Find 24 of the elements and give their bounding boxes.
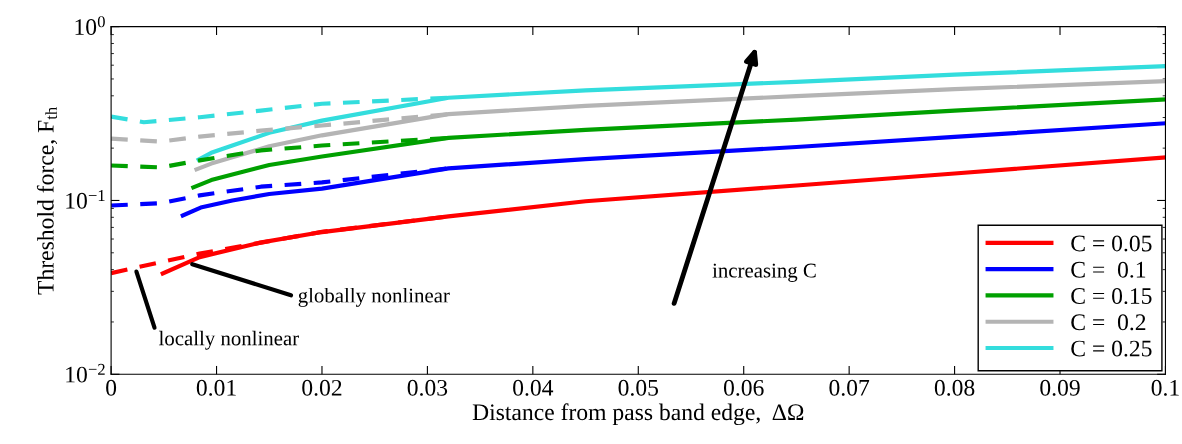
- x-tick-label: 0.02: [302, 379, 342, 396]
- x-tick-label: 0.08: [934, 379, 975, 396]
- x-tick-label: 0.1: [1151, 379, 1179, 396]
- x-tick-label: 0.03: [407, 379, 448, 396]
- x-tick-label: 0.01: [196, 379, 236, 396]
- y-tick-label: 10$^{−1}$: [66, 190, 105, 209]
- annotation: increasing C: [712, 263, 816, 282]
- annotation: globally nonlinear: [298, 287, 450, 307]
- x-tick-label: 0.06: [723, 379, 764, 396]
- x-tick-label: 0.05: [618, 379, 659, 396]
- legend-label: C = 0.1: [1071, 261, 1146, 278]
- y-axis-title: Threshold force, F$_{th}$: [36, 107, 58, 295]
- x-tick-label: 0.04: [513, 379, 554, 396]
- annotation: locally nonlinear: [158, 330, 299, 350]
- x-tick-label: 0.09: [1040, 379, 1080, 396]
- x-tick-label: 0.07: [829, 379, 870, 396]
- x-axis-title: Distance from pass band edge, ΔΩ: [472, 403, 804, 426]
- y-tick-label: 10$^{−2}$: [66, 363, 105, 383]
- x-tick-label: 0: [106, 379, 117, 396]
- legend-label: C = 0.2: [1071, 314, 1146, 331]
- legend-label: C = 0.25: [1071, 340, 1152, 357]
- legend-label: C = 0.15: [1071, 288, 1152, 305]
- legend-label: C = 0.05: [1071, 235, 1152, 252]
- y-tick-label: 10$^{0}$: [75, 16, 105, 35]
